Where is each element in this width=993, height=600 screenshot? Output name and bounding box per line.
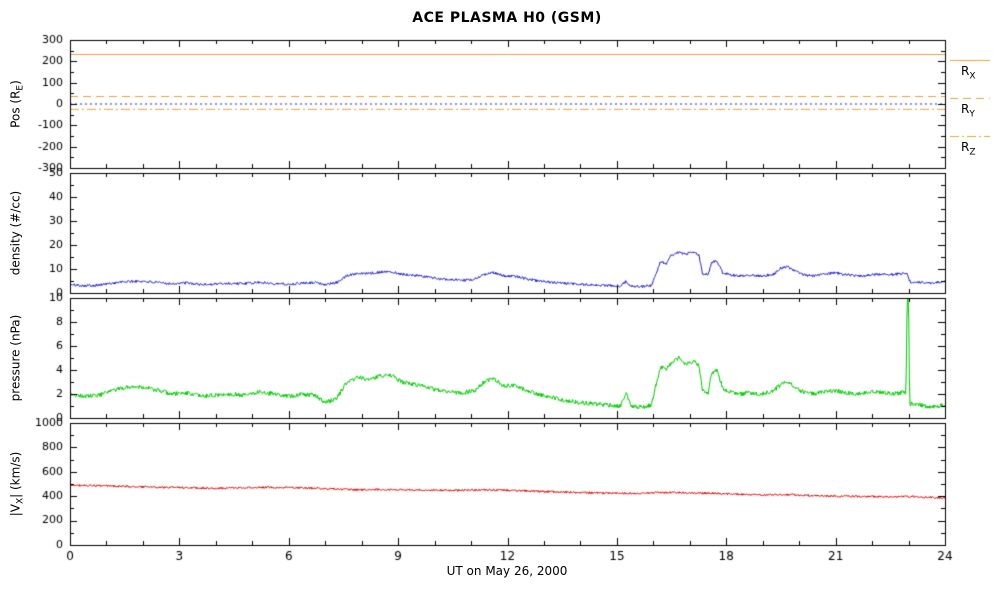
y-axis-label-text: pressure (nPa) — [8, 314, 23, 402]
legend-text: R — [961, 140, 970, 154]
legend-subscript: Y — [969, 109, 975, 120]
legend-subscript: X — [969, 71, 976, 82]
chart-title: ACE PLASMA H0 (GSM) — [412, 10, 602, 26]
legend-label-rx: RX — [961, 64, 976, 81]
y-axis-label-text: Pos (R — [8, 90, 23, 128]
y-axis-label-position: Pos (RE) — [8, 80, 25, 128]
y-axis-label-text: |V — [8, 504, 23, 517]
legend-text: R — [961, 102, 970, 116]
legend-label-rz: RZ — [961, 140, 976, 157]
legend-label-ry: RY — [961, 102, 975, 119]
y-axis-label-velocity: |VX| (km/s) — [8, 452, 25, 517]
y-axis-label-density: density (#/cc) — [8, 191, 25, 275]
y-axis-label-subscript: E — [15, 84, 26, 91]
y-axis-label-text: density (#/cc) — [8, 190, 23, 276]
y-axis-label-subscript: X — [15, 497, 26, 505]
y-axis-label-pressure: pressure (nPa) — [8, 315, 25, 402]
legend-subscript: Z — [969, 147, 976, 158]
y-axis-label-text: ) — [8, 80, 23, 85]
x-axis-label: UT on May 26, 2000 — [446, 564, 568, 578]
legend-text: R — [961, 64, 970, 78]
y-axis-label-text: | (km/s) — [8, 451, 23, 498]
